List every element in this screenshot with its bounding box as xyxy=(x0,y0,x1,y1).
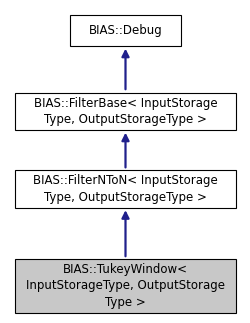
Text: BIAS::FilterBase< InputStorage
Type, OutputStorageType >: BIAS::FilterBase< InputStorage Type, Out… xyxy=(34,97,216,126)
FancyBboxPatch shape xyxy=(15,259,235,313)
FancyBboxPatch shape xyxy=(15,171,235,208)
Text: BIAS::TukeyWindow<
InputStorageType, OutputStorage
Type >: BIAS::TukeyWindow< InputStorageType, Out… xyxy=(26,263,224,309)
Text: BIAS::Debug: BIAS::Debug xyxy=(88,24,162,37)
Text: BIAS::FilterNToN< InputStorage
Type, OutputStorageType >: BIAS::FilterNToN< InputStorage Type, Out… xyxy=(33,174,217,204)
FancyBboxPatch shape xyxy=(70,15,180,46)
FancyBboxPatch shape xyxy=(15,93,235,130)
